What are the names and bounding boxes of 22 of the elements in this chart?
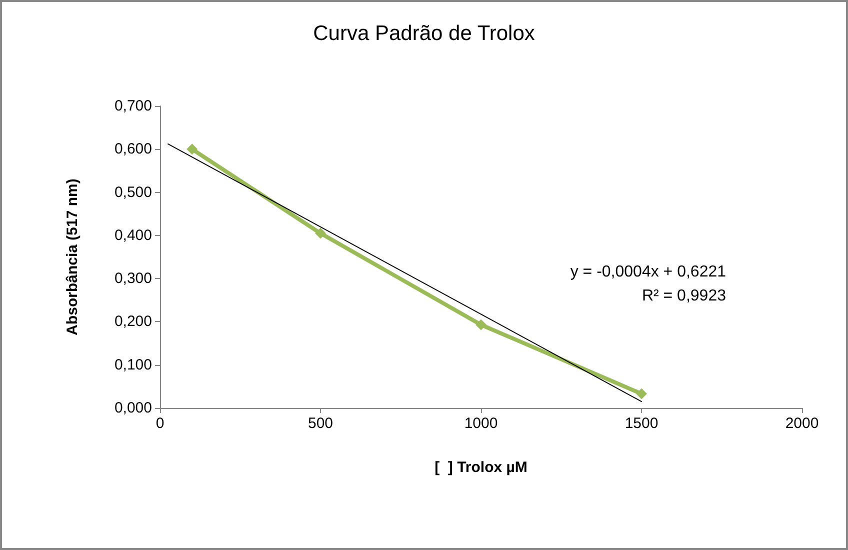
y-tick-label: 0,200: [114, 313, 152, 330]
y-tick-label: 0,100: [114, 356, 152, 374]
y-tick-label: 0,300: [114, 270, 152, 288]
x-tick-label: 0: [156, 415, 164, 432]
y-axis-title: Absorbância (517 nm): [64, 178, 81, 336]
point: [636, 388, 647, 400]
x-tick-label: 1000: [464, 415, 498, 432]
y-tick-label: 0,600: [114, 140, 152, 158]
point: [315, 228, 326, 239]
x-axis-title: [ ] Trolox µM: [434, 459, 528, 476]
annotation: R² = 0,9923: [642, 288, 726, 304]
point: [476, 319, 486, 330]
x-tick-label: 2000: [785, 415, 819, 432]
annotation: y = -0,0004x + 0,6221: [570, 264, 726, 280]
y-tick-label: 0,400: [114, 226, 152, 244]
y-tick-label: 0,700: [114, 98, 152, 114]
y-tick-label: 0,000: [114, 400, 152, 416]
point: [186, 144, 198, 155]
chart-title: Curva Padrão de Trolox: [313, 22, 536, 45]
x-tick-label: 500: [308, 415, 334, 432]
y-tick-label: 0,500: [114, 184, 152, 201]
x-tick-label: 1500: [624, 415, 658, 432]
